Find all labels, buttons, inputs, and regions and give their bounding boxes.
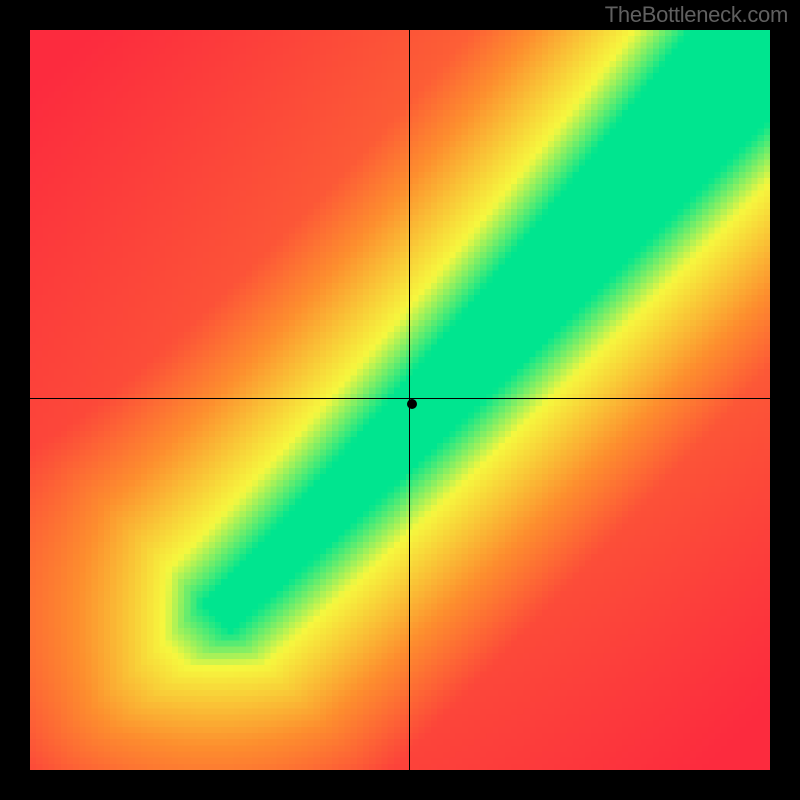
bottleneck-heatmap xyxy=(30,30,770,770)
crosshair-marker-dot xyxy=(407,399,417,409)
watermark-text: TheBottleneck.com xyxy=(605,2,788,28)
crosshair-horizontal xyxy=(30,398,770,399)
chart-container: TheBottleneck.com xyxy=(0,0,800,800)
